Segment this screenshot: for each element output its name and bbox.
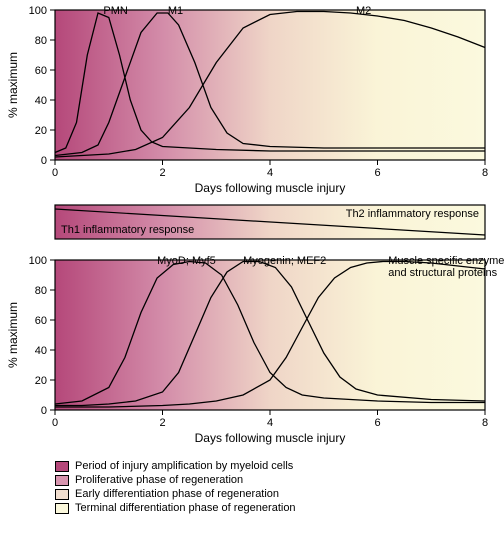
ytick-label: 60: [35, 65, 47, 77]
ytick-label: 20: [35, 375, 47, 387]
ytick-label: 80: [35, 35, 47, 47]
legend: Period of injury amplification by myeloi…: [55, 460, 296, 516]
legend-text: Proliferative phase of regeneration: [75, 474, 243, 486]
legend-row: Terminal differentiation phase of regene…: [55, 502, 296, 514]
legend-swatch: [55, 489, 69, 500]
ytick-label: 0: [41, 155, 47, 167]
legend-text: Period of injury amplification by myeloi…: [75, 460, 293, 472]
curve-label: Myogenin; MEF2: [243, 255, 326, 267]
xtick-label: 2: [159, 417, 165, 429]
legend-swatch: [55, 475, 69, 486]
plot-area: [55, 260, 485, 410]
ytick-label: 100: [29, 255, 47, 267]
xtick-label: 4: [267, 417, 273, 429]
ytick-label: 60: [35, 315, 47, 327]
th2-label: Th2 inflammatory response: [346, 208, 479, 220]
curve-label: MyoD; Myf5: [157, 255, 216, 267]
xtick-label: 4: [267, 167, 273, 179]
curve-label: PMN: [103, 5, 128, 17]
xtick-label: 8: [482, 417, 488, 429]
legend-row: Early differentiation phase of regenerat…: [55, 488, 296, 500]
xlabel: Days following muscle injury: [195, 181, 346, 195]
xtick-label: 6: [374, 417, 380, 429]
ytick-label: 100: [29, 5, 47, 17]
xtick-label: 6: [374, 167, 380, 179]
plot-area: [55, 10, 485, 160]
ytick-label: 20: [35, 125, 47, 137]
curve-label: M1: [168, 5, 183, 17]
curve-label: M2: [356, 5, 371, 17]
legend-text: Terminal differentiation phase of regene…: [75, 502, 296, 514]
xtick-label: 2: [159, 167, 165, 179]
xlabel: Days following muscle injury: [195, 431, 346, 445]
ytick-label: 40: [35, 345, 47, 357]
th1-label: Th1 inflammatory response: [61, 224, 194, 236]
legend-swatch: [55, 503, 69, 514]
xtick-label: 0: [52, 417, 58, 429]
legend-swatch: [55, 461, 69, 472]
ylabel: % maximum: [6, 302, 20, 368]
curve-label: Muscle specific enzymes: [388, 255, 504, 267]
legend-row: Proliferative phase of regeneration: [55, 474, 296, 486]
legend-row: Period of injury amplification by myeloi…: [55, 460, 296, 472]
curve-label: and structural proteins: [388, 267, 497, 279]
ytick-label: 80: [35, 285, 47, 297]
xtick-label: 8: [482, 167, 488, 179]
ytick-label: 40: [35, 95, 47, 107]
ytick-label: 0: [41, 405, 47, 417]
legend-text: Early differentiation phase of regenerat…: [75, 488, 279, 500]
xtick-label: 0: [52, 167, 58, 179]
ylabel: % maximum: [6, 52, 20, 118]
